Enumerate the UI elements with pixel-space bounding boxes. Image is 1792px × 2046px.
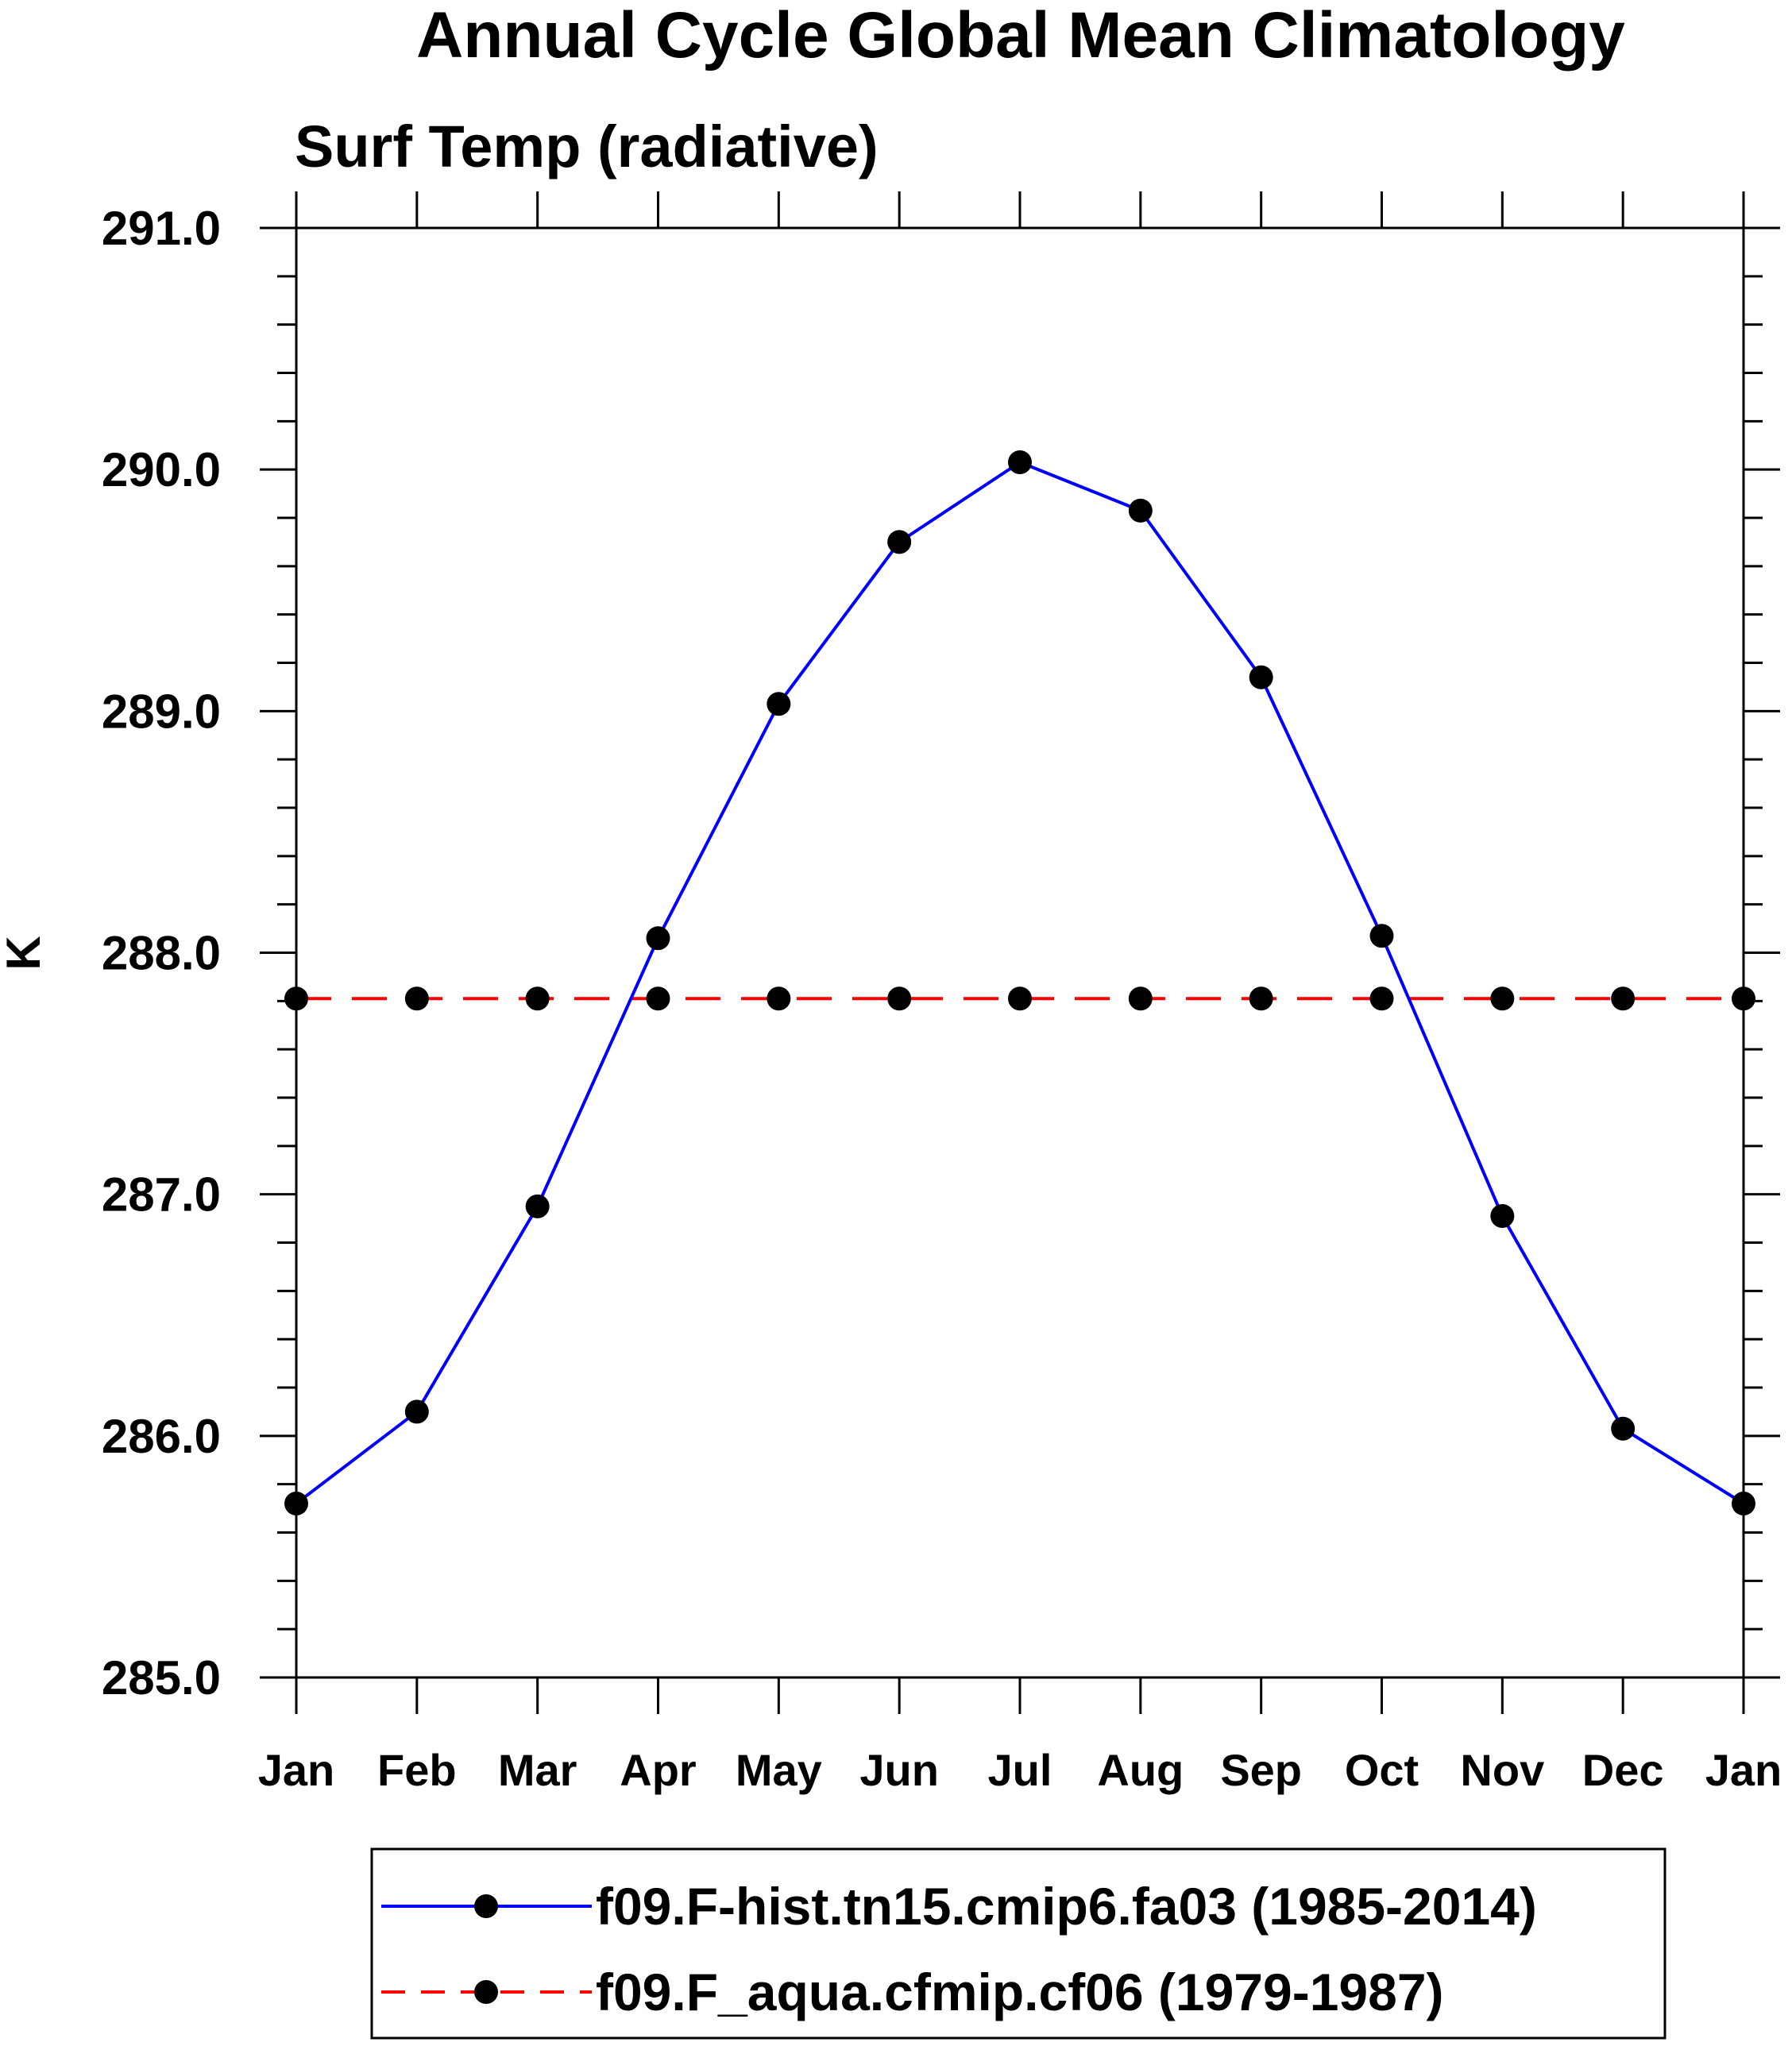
y-axis-label: K — [0, 936, 50, 970]
x-tick-label: Jun — [859, 1745, 939, 1795]
legend-label: f09.F-hist.tn15.cmip6.fa03 (1985-2014) — [596, 1877, 1537, 1936]
x-tick-label: May — [736, 1745, 822, 1795]
plot-frame — [295, 226, 1745, 1679]
series-point — [1732, 1492, 1755, 1515]
series-point — [1611, 986, 1636, 1011]
series-point — [525, 1194, 550, 1218]
series-point — [1732, 986, 1755, 1011]
y-tick-label: 288.0 — [102, 927, 221, 980]
chart-title: Annual Cycle Global Mean Climatology — [416, 0, 1625, 71]
x-tick-label: Nov — [1460, 1745, 1544, 1795]
series-point — [525, 986, 550, 1011]
series-point — [767, 986, 791, 1011]
series-point — [1369, 986, 1394, 1011]
plot-axes: 285.0 286.0 287.0 288.0 289.0 290.0 291.0 Jan Fe… — [102, 191, 1782, 1795]
legend-label: f09.F_aqua.cfmip.cf06 (1979-1987) — [596, 1963, 1444, 2021]
x-tick-label: Jul — [988, 1745, 1052, 1795]
y-tick-label: 285.0 — [102, 1651, 221, 1704]
series-point — [1128, 986, 1153, 1011]
series-layer — [284, 450, 1755, 1515]
y-tick-label: 289.0 — [102, 685, 221, 738]
legend: f09.F-hist.tn15.cmip6.fa03 (1985-2014) f0… — [370, 1847, 1666, 2040]
series-point — [646, 986, 670, 1011]
series-point — [1249, 665, 1273, 689]
series-point — [767, 692, 791, 716]
series-point — [404, 986, 429, 1011]
series-point — [646, 926, 670, 951]
legend-marker — [474, 1894, 498, 1918]
y-tick-label: 291.0 — [102, 202, 221, 255]
x-tick-label: Sep — [1220, 1745, 1302, 1795]
series-point — [1128, 498, 1153, 523]
series-point — [1008, 450, 1032, 475]
series-point — [284, 986, 308, 1011]
series-point — [1490, 1204, 1515, 1229]
x-tick-label: Aug — [1097, 1745, 1184, 1795]
x-tick-label: Apr — [620, 1745, 696, 1795]
x-tick-label: Mar — [498, 1745, 577, 1795]
chart-subtitle: Surf Temp (radiative) — [295, 114, 879, 180]
y-tick-label: 287.0 — [102, 1168, 221, 1222]
series-point — [1611, 1416, 1636, 1441]
y-tick-label: 286.0 — [102, 1410, 221, 1463]
series-point — [887, 986, 912, 1011]
series-point — [1490, 986, 1515, 1011]
series-line — [295, 460, 1745, 1505]
series-point — [404, 1399, 429, 1424]
x-tick-label: Dec — [1582, 1745, 1664, 1795]
x-tick-label: Feb — [377, 1745, 457, 1795]
legend-marker — [474, 1980, 498, 2004]
x-tick-label: Jan — [1705, 1745, 1782, 1795]
y-tick-label: 290.0 — [102, 443, 221, 496]
x-tick-label: Jan — [258, 1745, 335, 1795]
series-point — [284, 1492, 308, 1515]
series-point — [887, 530, 912, 554]
series-point — [1249, 986, 1273, 1011]
series-point — [1369, 924, 1394, 948]
legend-box — [370, 1847, 1666, 2040]
x-tick-label: Oct — [1345, 1745, 1419, 1795]
series-point — [1008, 986, 1032, 1011]
